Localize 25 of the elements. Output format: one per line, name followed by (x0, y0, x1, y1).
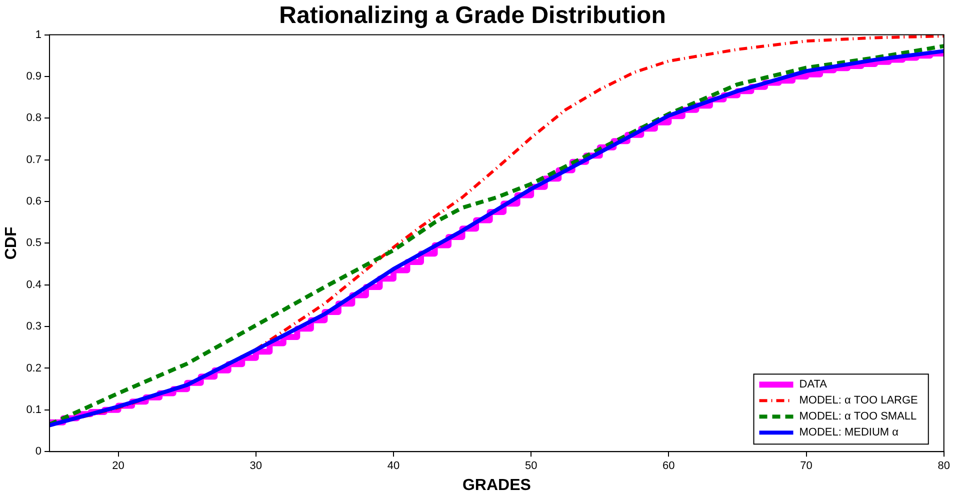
x-tick-label: 20 (112, 460, 124, 472)
y-tick-label: 0.2 (26, 362, 42, 374)
y-tick-label: 0.3 (26, 320, 42, 333)
y-tick-label: 0.9 (26, 70, 42, 83)
chart-title: Rationalizing a Grade Distribution (279, 2, 666, 30)
y-tick-label: 0.8 (26, 112, 42, 124)
y-tick-label: 0.1 (26, 404, 42, 416)
legend-label: MODEL: α TOO LARGE (799, 394, 918, 407)
legend-label: MODEL: α TOO SMALL (799, 410, 917, 423)
y-tick-label: 0.4 (26, 278, 42, 291)
x-tick-label: 80 (938, 460, 950, 472)
y-tick-label: 0.7 (26, 154, 42, 166)
x-tick-label: 30 (250, 460, 262, 472)
y-tick-label: 0 (35, 446, 42, 458)
x-tick-label: 70 (800, 460, 812, 472)
x-tick-label: 40 (387, 460, 400, 472)
y-tick-label: 1 (35, 28, 42, 41)
y-tick-label: 0.5 (26, 237, 42, 250)
x-axis-title: GRADES (462, 476, 532, 494)
legend-label: MODEL: MEDIUM α (799, 426, 900, 439)
y-tick-label: 0.6 (26, 196, 42, 208)
x-tick-label: 60 (662, 460, 675, 472)
legend-label: DATA (799, 378, 828, 391)
y-axis-title: CDF (3, 226, 20, 260)
x-tick-label: 50 (524, 460, 538, 472)
